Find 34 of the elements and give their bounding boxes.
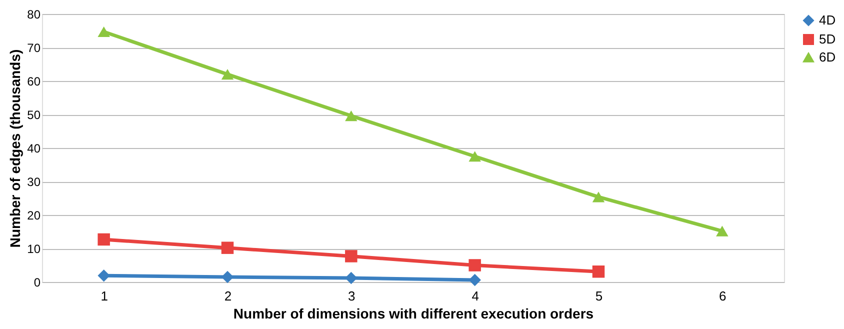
- point: [98, 233, 110, 246]
- point: [592, 265, 605, 278]
- point: [345, 250, 358, 262]
- legend-label: 4D: [819, 12, 836, 28]
- point: [468, 259, 481, 272]
- y-tick-label: 10: [27, 242, 41, 256]
- x-tick-label: 5: [595, 288, 603, 304]
- legend-label: 6D: [819, 50, 836, 64]
- point: [221, 68, 234, 80]
- point: [345, 272, 358, 284]
- y-tick-label: 70: [27, 41, 41, 55]
- point: [468, 151, 481, 162]
- legend-label: 5D: [819, 32, 836, 46]
- x-tick-label: 1: [100, 288, 108, 304]
- y-tick-label: 50: [27, 108, 41, 122]
- x-tick-label: 2: [224, 288, 232, 304]
- x-axis-title: Number of dimensions with different execution orders: [233, 306, 594, 322]
- y-tick-label: 0: [34, 276, 41, 290]
- x-tick-label: 4: [472, 288, 479, 304]
- y-tick-label: 60: [27, 74, 41, 88]
- point: [345, 110, 358, 122]
- y-axis-title: Number of edges (thousands): [7, 49, 24, 248]
- x-tick-label: 3: [348, 288, 356, 304]
- x-tick-label: 6: [719, 288, 726, 304]
- y-tick-label: 80: [27, 8, 41, 22]
- point: [98, 270, 110, 282]
- point: [98, 26, 110, 38]
- point: [468, 274, 481, 286]
- y-tick-label: 30: [27, 175, 41, 189]
- point: [592, 192, 605, 202]
- y-tick-label: 20: [27, 208, 41, 222]
- point: [716, 226, 728, 236]
- y-tick-label: 40: [27, 142, 41, 156]
- point: [221, 242, 234, 254]
